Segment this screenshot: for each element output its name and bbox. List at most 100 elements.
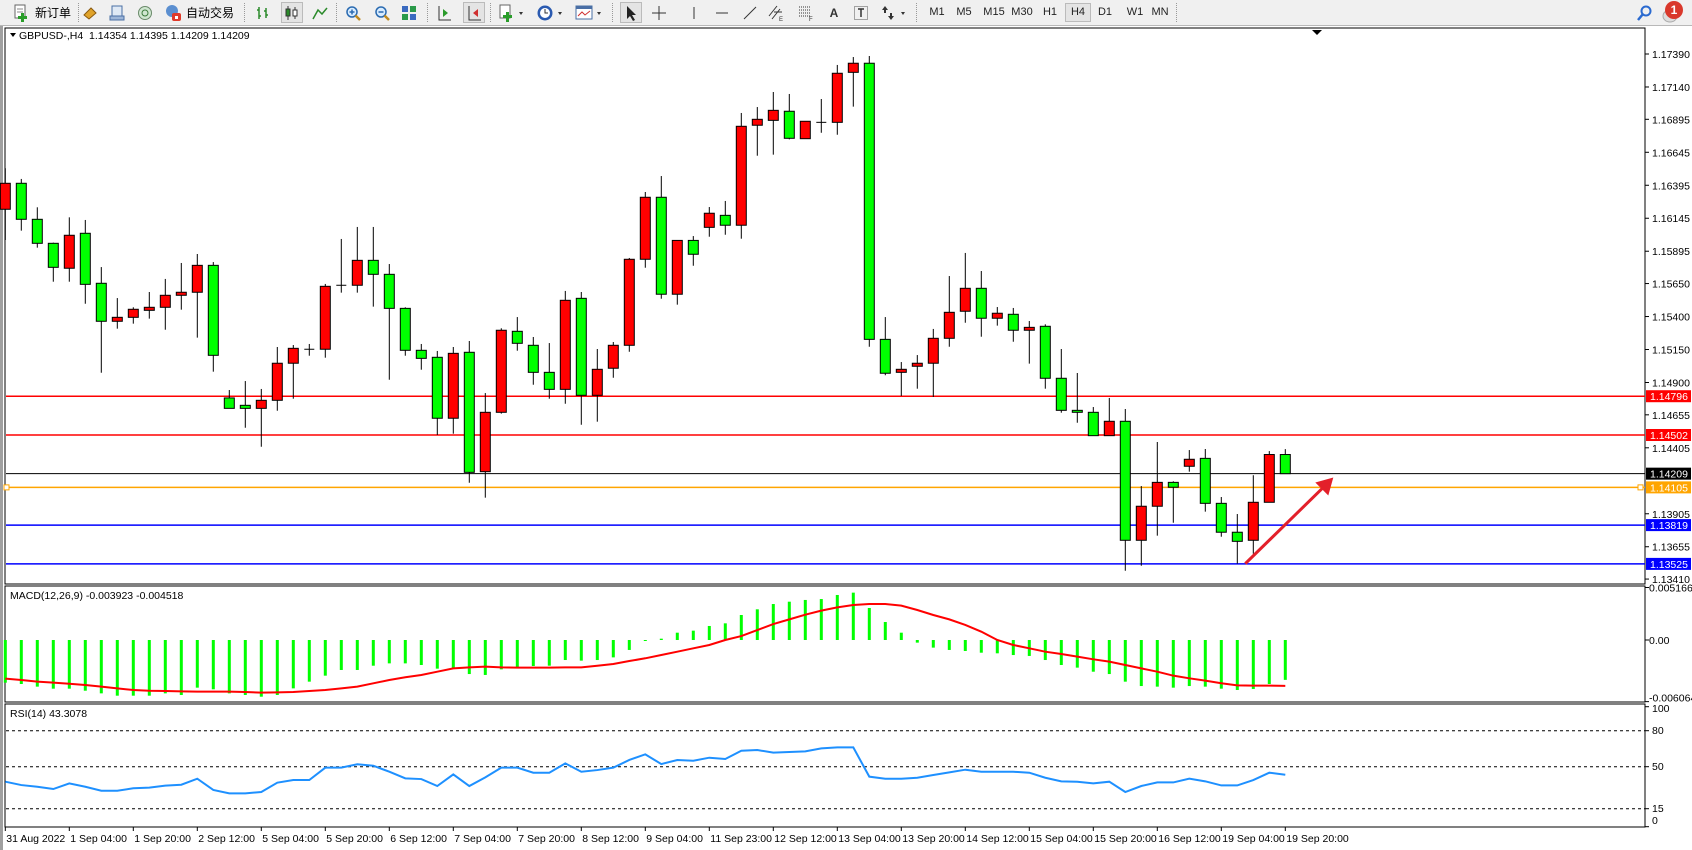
crosshair-icon[interactable] [650,3,668,22]
vertical-line-icon[interactable] [686,3,702,22]
candle-body [431,356,443,419]
candle-body [1151,481,1163,507]
tile-windows-icon[interactable] [400,3,418,22]
macd-histogram-bar [1075,640,1079,668]
templates-dropdown[interactable] [574,3,606,22]
trend-arrow-line [1244,484,1327,565]
candle-body [207,264,219,356]
candle-body [271,362,283,401]
search-icon[interactable] [1636,3,1654,22]
chart-shift-marker[interactable] [1312,30,1322,35]
time-axis-label: 7 Sep 04:00 [454,833,511,845]
candle-body [735,125,747,226]
time-axis-label: 13 Sep 04:00 [838,833,901,845]
new-order-icon[interactable] [10,3,32,22]
price-axis-label: 1.15150 [1652,345,1690,357]
macd-histogram-bar [83,640,87,691]
timeframe-h1[interactable]: H1 [1042,6,1058,18]
rsi-axis-label: 15 [1652,803,1664,815]
macd-histogram-bar [867,607,871,640]
macd-histogram-bar [179,640,183,695]
fibonacci-icon[interactable]: F [796,3,816,22]
chart-shift-icon[interactable] [435,3,453,22]
cursor-icon[interactable] [620,2,642,23]
macd-histogram-bar [387,640,391,664]
candle-body [1103,420,1115,437]
macd-histogram-bar [979,640,983,653]
candle-body [127,308,139,318]
macd-histogram-bar [243,640,247,695]
timeframe-h4[interactable]: H4 [1065,3,1091,22]
arrows-dropdown[interactable] [880,3,910,22]
text-tool-button[interactable]: A [829,5,839,20]
timeframe-d1[interactable]: D1 [1097,6,1113,18]
auto-trading-icon[interactable] [163,3,183,22]
candlestick-chart-icon[interactable] [281,2,303,23]
chart-menu-triangle-icon[interactable] [10,33,16,37]
macd-histogram-bar [259,640,263,697]
candle-body [511,330,523,344]
time-axis-label: 19 Sep 04:00 [1222,833,1285,845]
candle-body [143,306,155,311]
timeframe-w1[interactable]: W1 [1126,6,1144,18]
text-label-icon[interactable] [852,3,870,22]
bar-chart-icon[interactable] [254,3,272,22]
macd-histogram-bar [547,640,551,666]
equidistant-channel-icon[interactable]: E [766,3,786,22]
price-level-tag-label: 1.14796 [1650,391,1688,403]
market-watch-icon[interactable] [81,3,99,22]
toolbar-separator [336,3,337,22]
candle-body [463,351,475,473]
autoscroll-icon[interactable] [463,2,485,23]
line-chart-icon[interactable] [311,3,329,22]
rsi-title: RSI(14) 43.3078 [10,708,87,720]
indicators-dropdown[interactable] [497,3,527,22]
navigator-icon[interactable] [136,3,154,22]
price-axis-label: 1.17390 [1652,49,1690,61]
data-window-icon[interactable] [108,3,126,22]
macd-histogram-bar [451,640,455,669]
trend-arrow-head-icon [1315,477,1334,496]
toolbar-separator [244,3,245,22]
svg-text:E: E [779,17,783,22]
auto-trading-button[interactable]: 自动交易 [185,6,234,20]
toolbar-separator [78,3,79,22]
timeframe-mn[interactable]: MN [1151,6,1169,18]
candle-body [591,368,603,396]
new-order-button[interactable]: 新订单 [34,6,71,20]
macd-histogram-bar [147,640,151,696]
level-handle [1637,484,1644,491]
candle-body [1183,458,1195,467]
price-level-tag [1646,557,1691,570]
candle-body [447,352,459,419]
periods-dropdown[interactable] [535,3,567,22]
horizontal-line-icon[interactable] [713,3,731,22]
zoom-out-icon[interactable] [373,3,391,22]
timeframe-m5[interactable]: M5 [956,6,972,18]
macd-histogram-bar [1155,640,1159,687]
timeframe-m15[interactable]: M15 [983,6,1005,18]
candle-body [799,120,811,140]
trendline-icon[interactable] [741,3,759,22]
timeframe-m1[interactable]: M1 [929,6,945,18]
price-axis-label: 1.14655 [1652,410,1690,422]
candle-body [255,399,267,409]
macd-histogram-bar [643,640,647,641]
toolbar-separator [916,3,917,22]
macd-histogram-bar [1171,640,1175,688]
macd-histogram-bar [1059,640,1063,665]
macd-histogram-bar [419,640,423,665]
zoom-in-icon[interactable] [344,3,362,22]
candle-body [1055,377,1067,411]
macd-histogram-bar [963,640,967,651]
price-level-tag-label: 1.13525 [1650,559,1688,571]
candle-body [1215,502,1227,533]
candle-body [895,368,907,373]
time-axis-label: 11 Sep 23:00 [710,833,772,845]
timeframe-m30[interactable]: M30 [1011,6,1033,18]
macd-histogram-bar [323,640,327,676]
candle-body [1167,481,1179,488]
candle-body [47,242,59,268]
price-level-tag-label: 1.14209 [1650,469,1688,481]
